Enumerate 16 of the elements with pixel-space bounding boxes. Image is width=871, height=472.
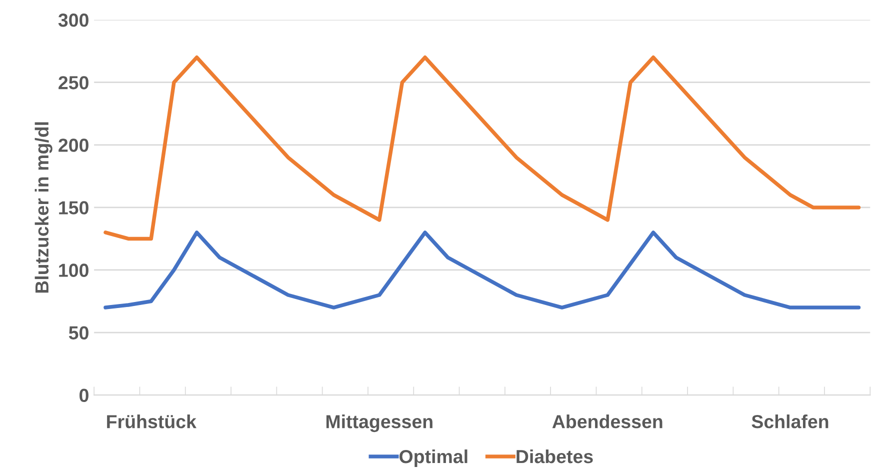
y-tick-label: 250 (58, 76, 88, 90)
x-tick-label: Frühstück (107, 414, 196, 428)
y-tick-label: 150 (59, 201, 88, 214)
legend-label: Optimal (400, 449, 468, 467)
x-tick-label: Abendessen (552, 414, 662, 428)
y-tick-label: 200 (58, 138, 88, 152)
y-tick-label: 300 (58, 14, 88, 27)
line-series (104, 55, 861, 241)
y-axis-title: Blutzucker in mg/dl (34, 122, 52, 293)
y-tick-label: 50 (68, 326, 88, 340)
line-series (104, 230, 861, 310)
x-tick-label: Mittagessen (326, 414, 432, 432)
x-tick-label: Schlafen (752, 414, 828, 428)
y-tick-label: 100 (59, 264, 88, 277)
legend-label: Diabetes (516, 449, 593, 464)
y-tick-label: 0 (80, 388, 88, 402)
